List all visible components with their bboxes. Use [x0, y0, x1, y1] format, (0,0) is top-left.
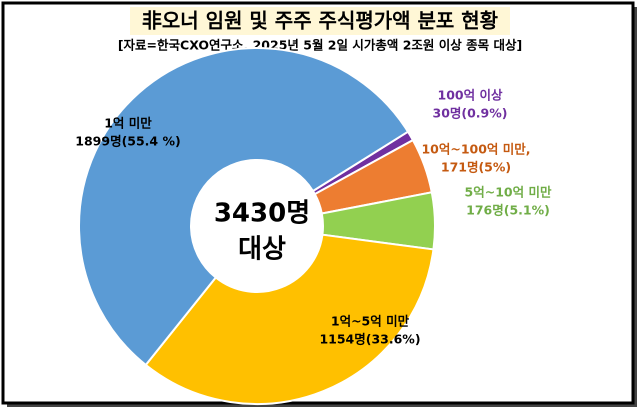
- donut-slice: [78, 47, 410, 367]
- value-label: 30명(0.9%): [433, 106, 508, 121]
- slice-label: 1억~5억 미만: [331, 314, 410, 329]
- chart-title: 非오너 임원 및 주주 주식평가액 분포 현황: [142, 9, 499, 33]
- value-label: 176명(5.1%): [466, 203, 550, 218]
- slice-label: 5억~10억 미만: [465, 185, 552, 200]
- donut: [78, 47, 436, 405]
- center-text: 대상: [238, 235, 286, 265]
- slice-label: 100억 이상: [438, 88, 503, 103]
- value-label: 171명(5%): [441, 160, 511, 175]
- title-highlight: [130, 7, 510, 35]
- slice-label: 10억~100억 미만,: [421, 142, 530, 157]
- value-label: 1154명(33.6%): [319, 332, 420, 347]
- chart-subtitle: [자료=한국CXO연구소, 2025년 5월 2일 시가총액 2조원 이상 종목…: [118, 38, 522, 53]
- donut-slice: [144, 233, 435, 405]
- value-label: 1899명(55.4 %): [75, 134, 180, 149]
- center-text: 3430명: [214, 199, 310, 229]
- slice-label: 1억 미만: [104, 116, 152, 131]
